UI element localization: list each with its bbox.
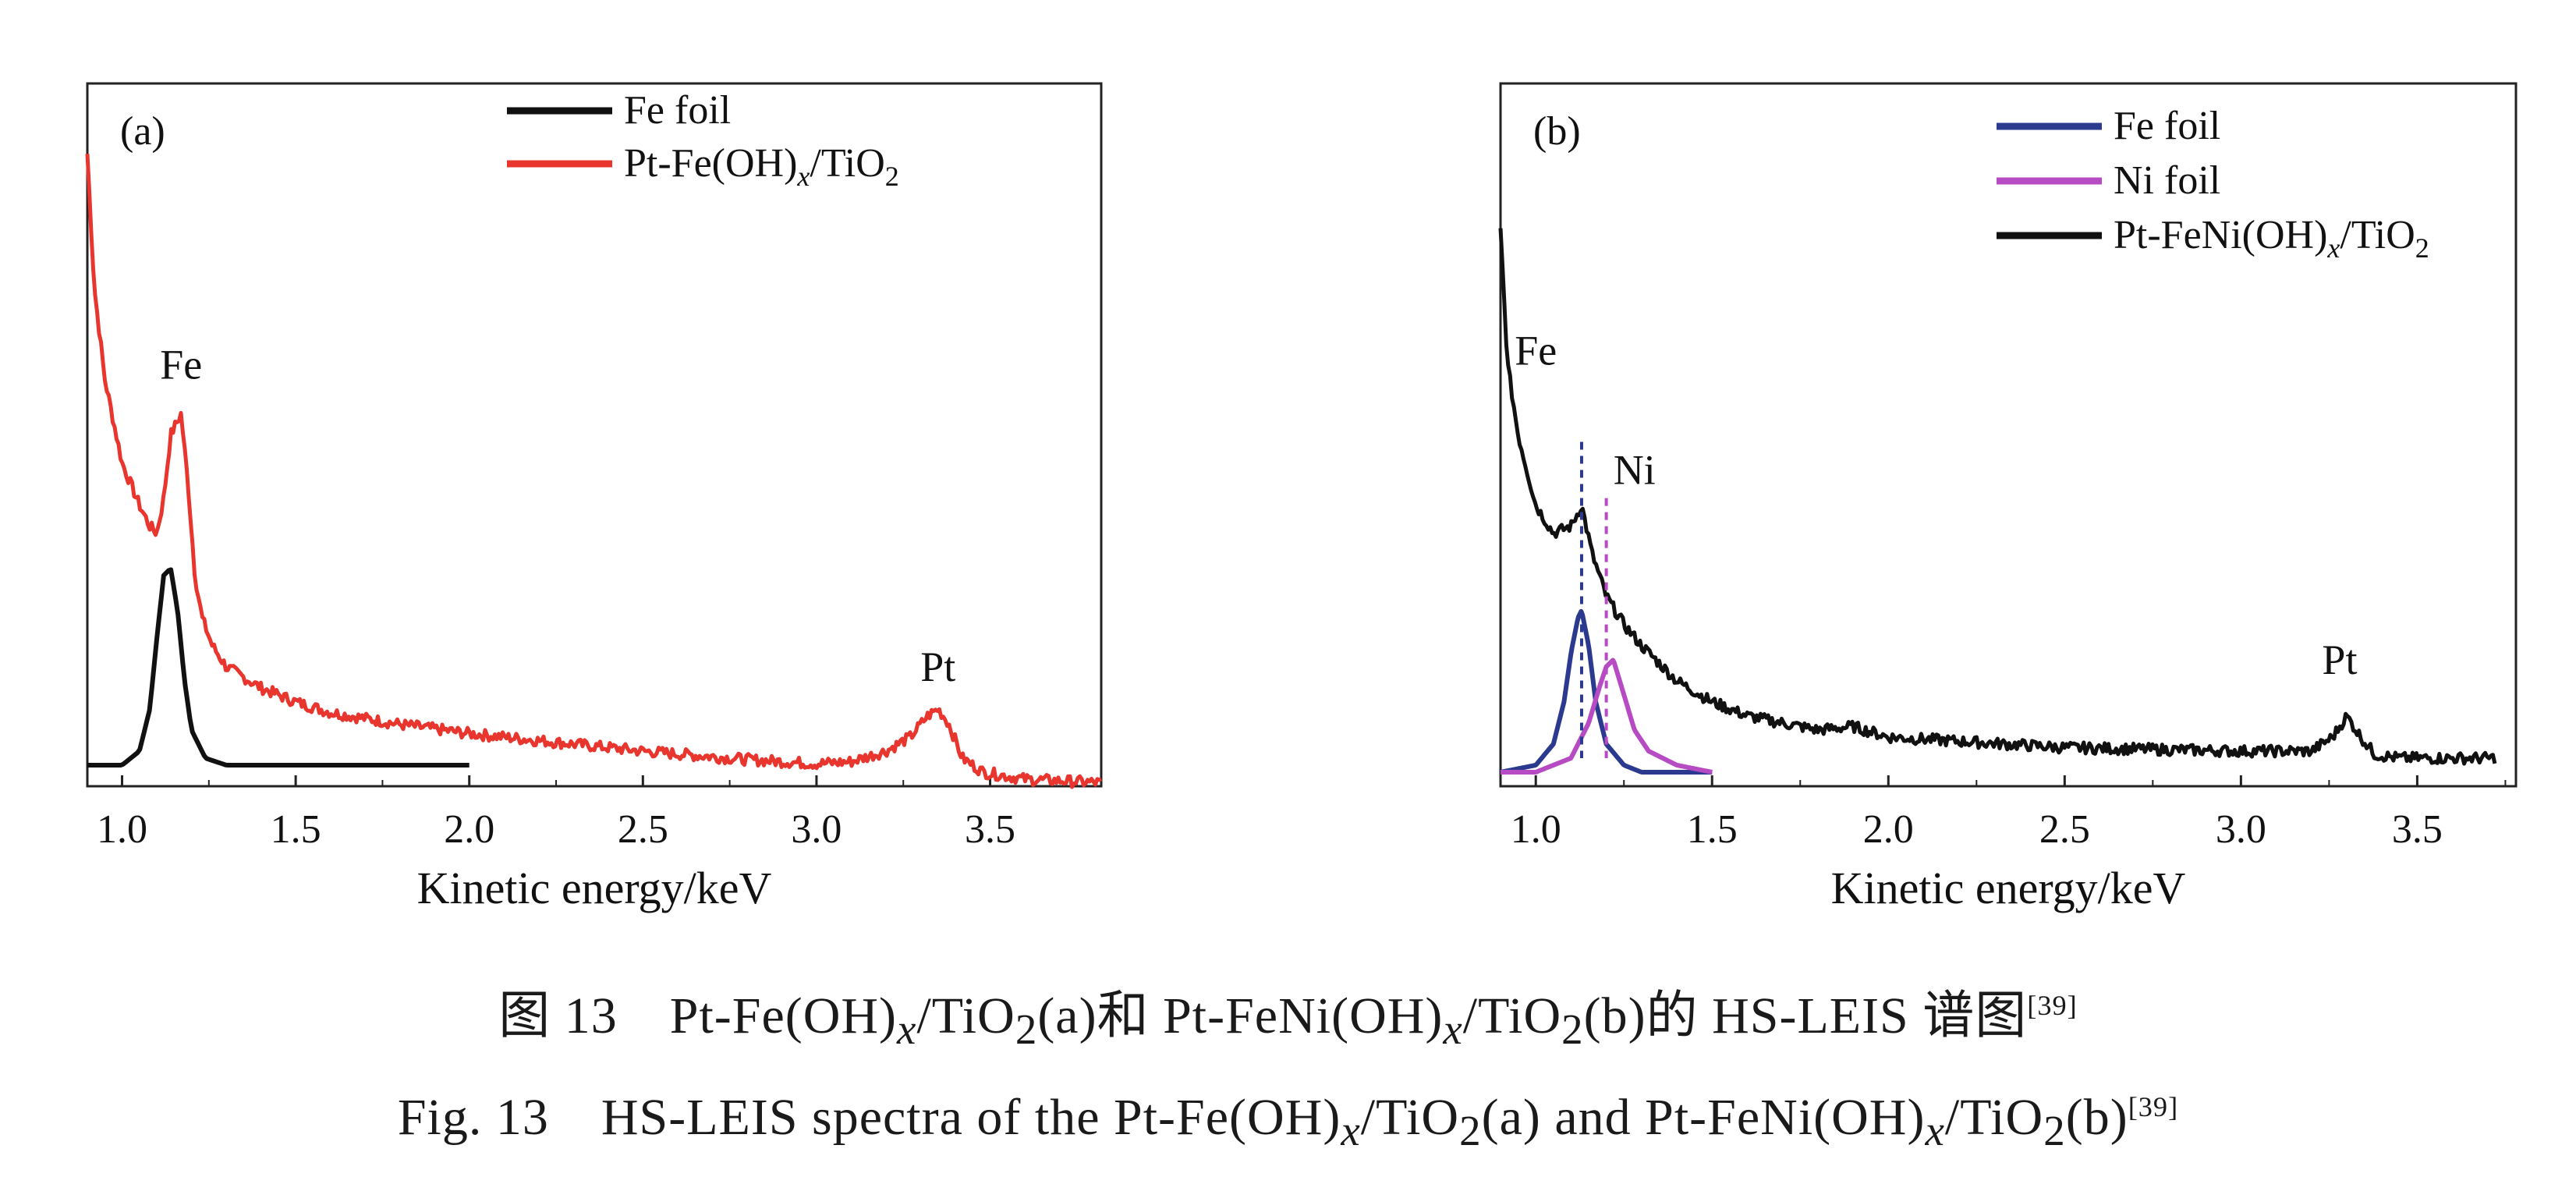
caption-cn-sub-2: 2 bbox=[1015, 1005, 1038, 1054]
plot-frame bbox=[1499, 82, 2518, 788]
legend-label: Pt-FeNi(OH)x/TiO2 bbox=[2114, 213, 2429, 264]
caption-cn-sub-4: 2 bbox=[1561, 1005, 1584, 1054]
caption-cn-sub-1: x bbox=[897, 1005, 917, 1054]
x-tick-label: 1.5 bbox=[271, 807, 321, 852]
caption-en-text-4: /TiO bbox=[1944, 1089, 2044, 1146]
peak-annotation: Ni bbox=[1614, 447, 1656, 494]
series-line bbox=[1499, 608, 1713, 775]
peak-annotation: Fe bbox=[1515, 327, 1557, 374]
x-tick-label: 3.5 bbox=[2392, 807, 2443, 852]
caption-cn-text-5: (b)的 HS-LEIS 谱图 bbox=[1583, 987, 2028, 1044]
peak-annotation: Pt bbox=[920, 643, 955, 690]
peak-annotation: Fe bbox=[160, 341, 202, 388]
caption-cn-text-2: /TiO bbox=[916, 987, 1015, 1044]
series-line bbox=[87, 567, 469, 768]
caption-en-ref: [39] bbox=[2128, 1091, 2179, 1122]
x-tick-label: 3.0 bbox=[2216, 807, 2266, 852]
panel-label: (b) bbox=[1533, 109, 1581, 154]
caption-en-sub-1: x bbox=[1341, 1107, 1361, 1155]
figure: 1.0 1.5 2.0 2.5 3.0 3.5 Kinetic energy/keV (a) F… bbox=[85, 82, 2518, 913]
chart-panel-a: 1.0 1.5 2.0 2.5 3.0 3.5 Kinetic energy/keV (a) F… bbox=[85, 82, 1103, 913]
peak-annotation: Pt bbox=[2322, 636, 2357, 683]
plot-frame bbox=[86, 82, 1103, 788]
caption-en-text-1: Fig. 13 HS-LEIS spectra of the Pt-Fe(OH) bbox=[397, 1089, 1341, 1146]
caption-english: Fig. 13 HS-LEIS spectra of the Pt-Fe(OH)… bbox=[0, 1075, 2576, 1155]
x-tick-label: 1.0 bbox=[97, 807, 147, 852]
legend-label: Fe foil bbox=[2114, 104, 2220, 148]
x-tick-label: 2.0 bbox=[1863, 807, 1914, 852]
caption-en-sub-4: 2 bbox=[2043, 1107, 2066, 1155]
x-tick-label: 2.0 bbox=[444, 807, 494, 852]
x-tick-label: 2.5 bbox=[618, 807, 668, 852]
caption-en-sub-3: x bbox=[1925, 1107, 1945, 1155]
caption-en-text-3: (a) and Pt-FeNi(OH) bbox=[1481, 1089, 1926, 1146]
series-line bbox=[1498, 228, 2497, 766]
legend-label: Ni foil bbox=[2114, 158, 2220, 203]
series-line bbox=[85, 154, 1103, 789]
caption-cn-text-1: 图 13 Pt-Fe(OH) bbox=[498, 987, 898, 1044]
caption-en-text-5: (b) bbox=[2065, 1089, 2128, 1146]
legend-label: Pt-Fe(OH)x/TiO2 bbox=[624, 141, 899, 192]
x-tick-label: 3.0 bbox=[791, 807, 842, 852]
x-tick-label: 2.5 bbox=[2039, 807, 2090, 852]
x-tick-label: 1.5 bbox=[1687, 807, 1738, 852]
caption-cn-text-4: /TiO bbox=[1462, 987, 1562, 1044]
x-tick-label: 3.5 bbox=[965, 807, 1015, 852]
caption-cn-sub-3: x bbox=[1443, 1005, 1463, 1054]
legend-label: Fe foil bbox=[624, 88, 731, 133]
caption-cn-ref: [39] bbox=[2027, 990, 2078, 1021]
caption-en-sub-2: 2 bbox=[1459, 1107, 1482, 1155]
panel-label: (a) bbox=[120, 109, 165, 154]
caption-en-text-2: /TiO bbox=[1360, 1089, 1460, 1146]
caption-cn-text-3: (a)和 Pt-FeNi(OH) bbox=[1037, 987, 1444, 1044]
caption-chinese: 图 13 Pt-Fe(OH)x/TiO2(a)和 Pt-FeNi(OH)x/Ti… bbox=[0, 973, 2576, 1054]
x-axis-label: Kinetic energy/keV bbox=[417, 863, 772, 913]
chart-panel-b: 1.0 1.5 2.0 2.5 3.0 3.5 Kinetic energy/keV (b) F… bbox=[1498, 82, 2518, 913]
x-tick-label: 1.0 bbox=[1511, 807, 1561, 852]
x-axis-label: Kinetic energy/keV bbox=[1831, 863, 2186, 913]
